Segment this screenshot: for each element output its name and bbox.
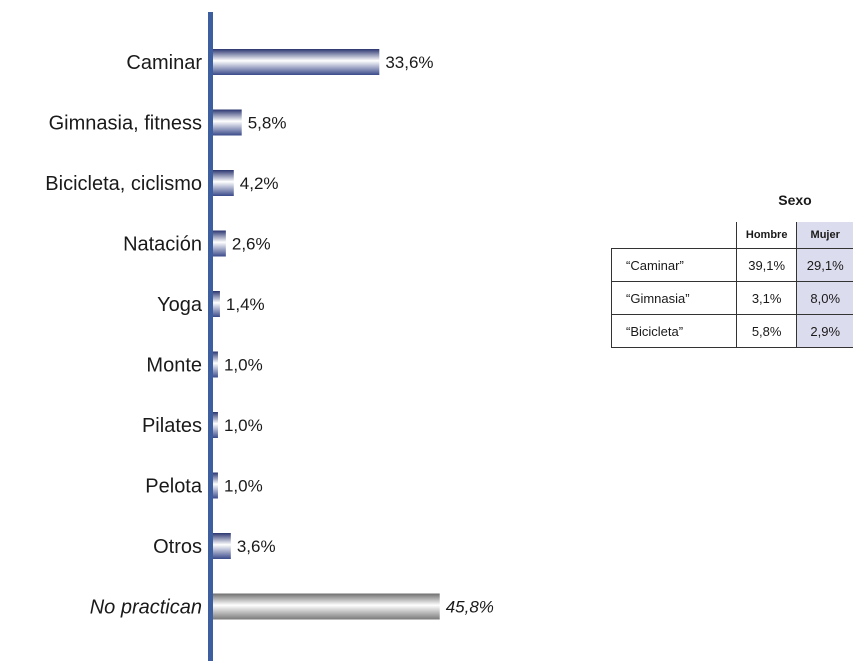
bar-monte bbox=[213, 351, 218, 378]
value-label-pelota: 1,0% bbox=[224, 477, 263, 496]
category-label-pilates: Pilates bbox=[142, 415, 202, 437]
column-header-hombre: Hombre bbox=[735, 222, 798, 249]
bar-caminar bbox=[213, 49, 380, 75]
row-label: “Gimnasia” bbox=[611, 281, 737, 315]
table-header-blank bbox=[612, 222, 737, 249]
value-label-monte: 1,0% bbox=[224, 356, 263, 375]
cell-mujer: 8,0% bbox=[796, 281, 853, 315]
cell-hombre: 39,1% bbox=[735, 248, 798, 282]
sexo-table-title: Sexo bbox=[778, 192, 812, 208]
table-row: “Caminar” 39,1% 29,1% bbox=[611, 248, 853, 282]
sexo-table: Hombre Mujer “Caminar” 39,1% 29,1% “Gimn… bbox=[611, 222, 853, 348]
category-label-no-practican: No practican bbox=[90, 597, 202, 619]
category-label-natacion: Natación bbox=[123, 234, 202, 256]
bar-no-practican bbox=[213, 593, 440, 620]
cell-hombre: 3,1% bbox=[735, 281, 798, 315]
bar-natacion bbox=[213, 230, 226, 257]
table-header-row: Hombre Mujer bbox=[612, 222, 853, 249]
cell-mujer: 2,9% bbox=[796, 314, 853, 348]
category-label-monte: Monte bbox=[146, 355, 202, 377]
row-label: “Bicicleta” bbox=[611, 314, 737, 348]
y-axis-line bbox=[208, 12, 213, 661]
value-label-caminar: 33,6% bbox=[385, 53, 433, 72]
category-label-bicicleta-ciclismo: Bicicleta, ciclismo bbox=[45, 173, 202, 195]
cell-mujer: 29,1% bbox=[796, 248, 853, 282]
category-label-yoga: Yoga bbox=[157, 294, 203, 316]
table-row: “Gimnasia” 3,1% 8,0% bbox=[611, 281, 853, 315]
bar-pilates bbox=[213, 412, 218, 438]
value-label-gimnasia-fitness: 5,8% bbox=[248, 114, 287, 133]
value-label-pilates: 1,0% bbox=[224, 416, 263, 435]
bar-otros bbox=[213, 533, 231, 559]
column-header-mujer: Mujer bbox=[796, 222, 853, 249]
value-label-bicicleta-ciclismo: 4,2% bbox=[240, 174, 279, 193]
value-label-no-practican: 45,8% bbox=[446, 598, 494, 617]
row-label: “Caminar” bbox=[611, 248, 737, 282]
value-label-natacion: 2,6% bbox=[232, 235, 271, 254]
category-label-caminar: Caminar bbox=[126, 52, 202, 74]
bar-bicicleta-ciclismo bbox=[213, 170, 234, 196]
category-label-otros: Otros bbox=[153, 536, 202, 558]
table-row: “Bicicleta” 5,8% 2,9% bbox=[611, 314, 853, 348]
bar-pelota bbox=[213, 472, 218, 499]
category-label-pelota: Pelota bbox=[145, 476, 203, 498]
bar-yoga bbox=[213, 291, 220, 317]
category-label-gimnasia-fitness: Gimnasia, fitness bbox=[49, 113, 202, 135]
value-label-otros: 3,6% bbox=[237, 537, 276, 556]
bar-gimnasia-fitness bbox=[213, 109, 242, 136]
value-label-yoga: 1,4% bbox=[226, 295, 265, 314]
cell-hombre: 5,8% bbox=[735, 314, 798, 348]
